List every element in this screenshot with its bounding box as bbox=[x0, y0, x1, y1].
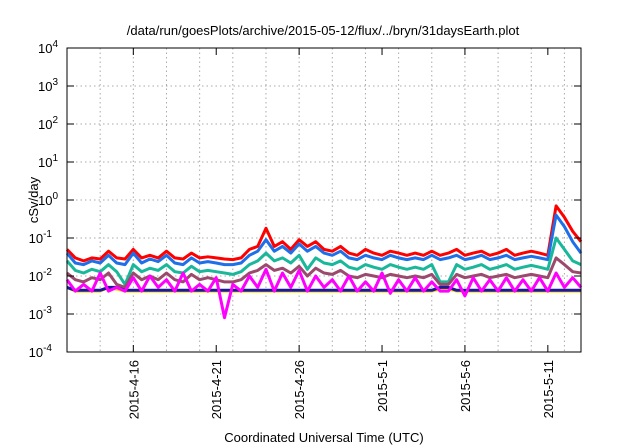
y-tick-base: 10 bbox=[29, 269, 43, 284]
y-tick-exponent: 0 bbox=[52, 191, 58, 202]
x-axis-label: Coordinated Universal Time (UTC) bbox=[224, 430, 423, 445]
series-line-magenta bbox=[65, 267, 583, 320]
y-axis-label: cSv/day bbox=[26, 176, 41, 223]
y-tick-base: 10 bbox=[29, 345, 43, 360]
series-line-navy bbox=[66, 285, 581, 292]
x-tick-label: 2015-5-6 bbox=[458, 360, 473, 412]
y-tick-base: 10 bbox=[38, 155, 52, 170]
y-tick-base: 10 bbox=[38, 117, 52, 132]
x-tick-label: 2015-5-11 bbox=[541, 360, 556, 418]
grid bbox=[67, 48, 581, 352]
y-tick-base: 10 bbox=[38, 41, 52, 56]
x-tick-label: 2015-4-16 bbox=[126, 360, 141, 419]
x-tick-label: 2015-4-26 bbox=[292, 360, 307, 419]
y-tick-label: 101 bbox=[38, 153, 58, 170]
x-tick-label: 2015-4-21 bbox=[209, 360, 224, 419]
y-tick-exponent: -4 bbox=[43, 343, 52, 354]
y-tick-label: 103 bbox=[38, 77, 58, 94]
series-line-red bbox=[65, 204, 583, 263]
y-tick-exponent: 2 bbox=[52, 115, 58, 126]
y-tick-exponent: 1 bbox=[52, 153, 58, 164]
y-tick-base: 10 bbox=[38, 79, 52, 94]
y-tick-label: 104 bbox=[38, 39, 58, 56]
y-tick-base: 10 bbox=[29, 307, 43, 322]
y-tick-label: 10-4 bbox=[29, 343, 53, 360]
y-tick-base: 10 bbox=[29, 231, 43, 246]
y-tick-label: 10-2 bbox=[29, 267, 53, 284]
x-axis: 2015-4-16 2015-4-21 2015-4-26 2015-5-1 2015-… bbox=[126, 48, 556, 419]
y-tick-exponent: -3 bbox=[43, 305, 52, 316]
series-lines bbox=[65, 204, 583, 320]
x-tick-label: 2015-5-1 bbox=[375, 360, 390, 412]
y-tick-label: 10-1 bbox=[29, 229, 53, 246]
series-line-teal bbox=[65, 236, 582, 286]
y-tick-label: 100 bbox=[38, 191, 58, 208]
series-line-blue bbox=[65, 213, 583, 267]
y-tick-base: 10 bbox=[38, 193, 52, 208]
chart-title: /data/run/goesPlots/archive/2015-05-12/f… bbox=[127, 23, 520, 38]
y-tick-exponent: 4 bbox=[52, 39, 58, 50]
y-tick-label: 102 bbox=[38, 115, 58, 132]
series-line-brown bbox=[66, 256, 582, 289]
y-tick-exponent: -1 bbox=[43, 229, 52, 240]
y-tick-exponent: 3 bbox=[52, 77, 58, 88]
y-tick-label: 10-3 bbox=[29, 305, 53, 322]
y-tick-exponent: -2 bbox=[43, 267, 52, 278]
